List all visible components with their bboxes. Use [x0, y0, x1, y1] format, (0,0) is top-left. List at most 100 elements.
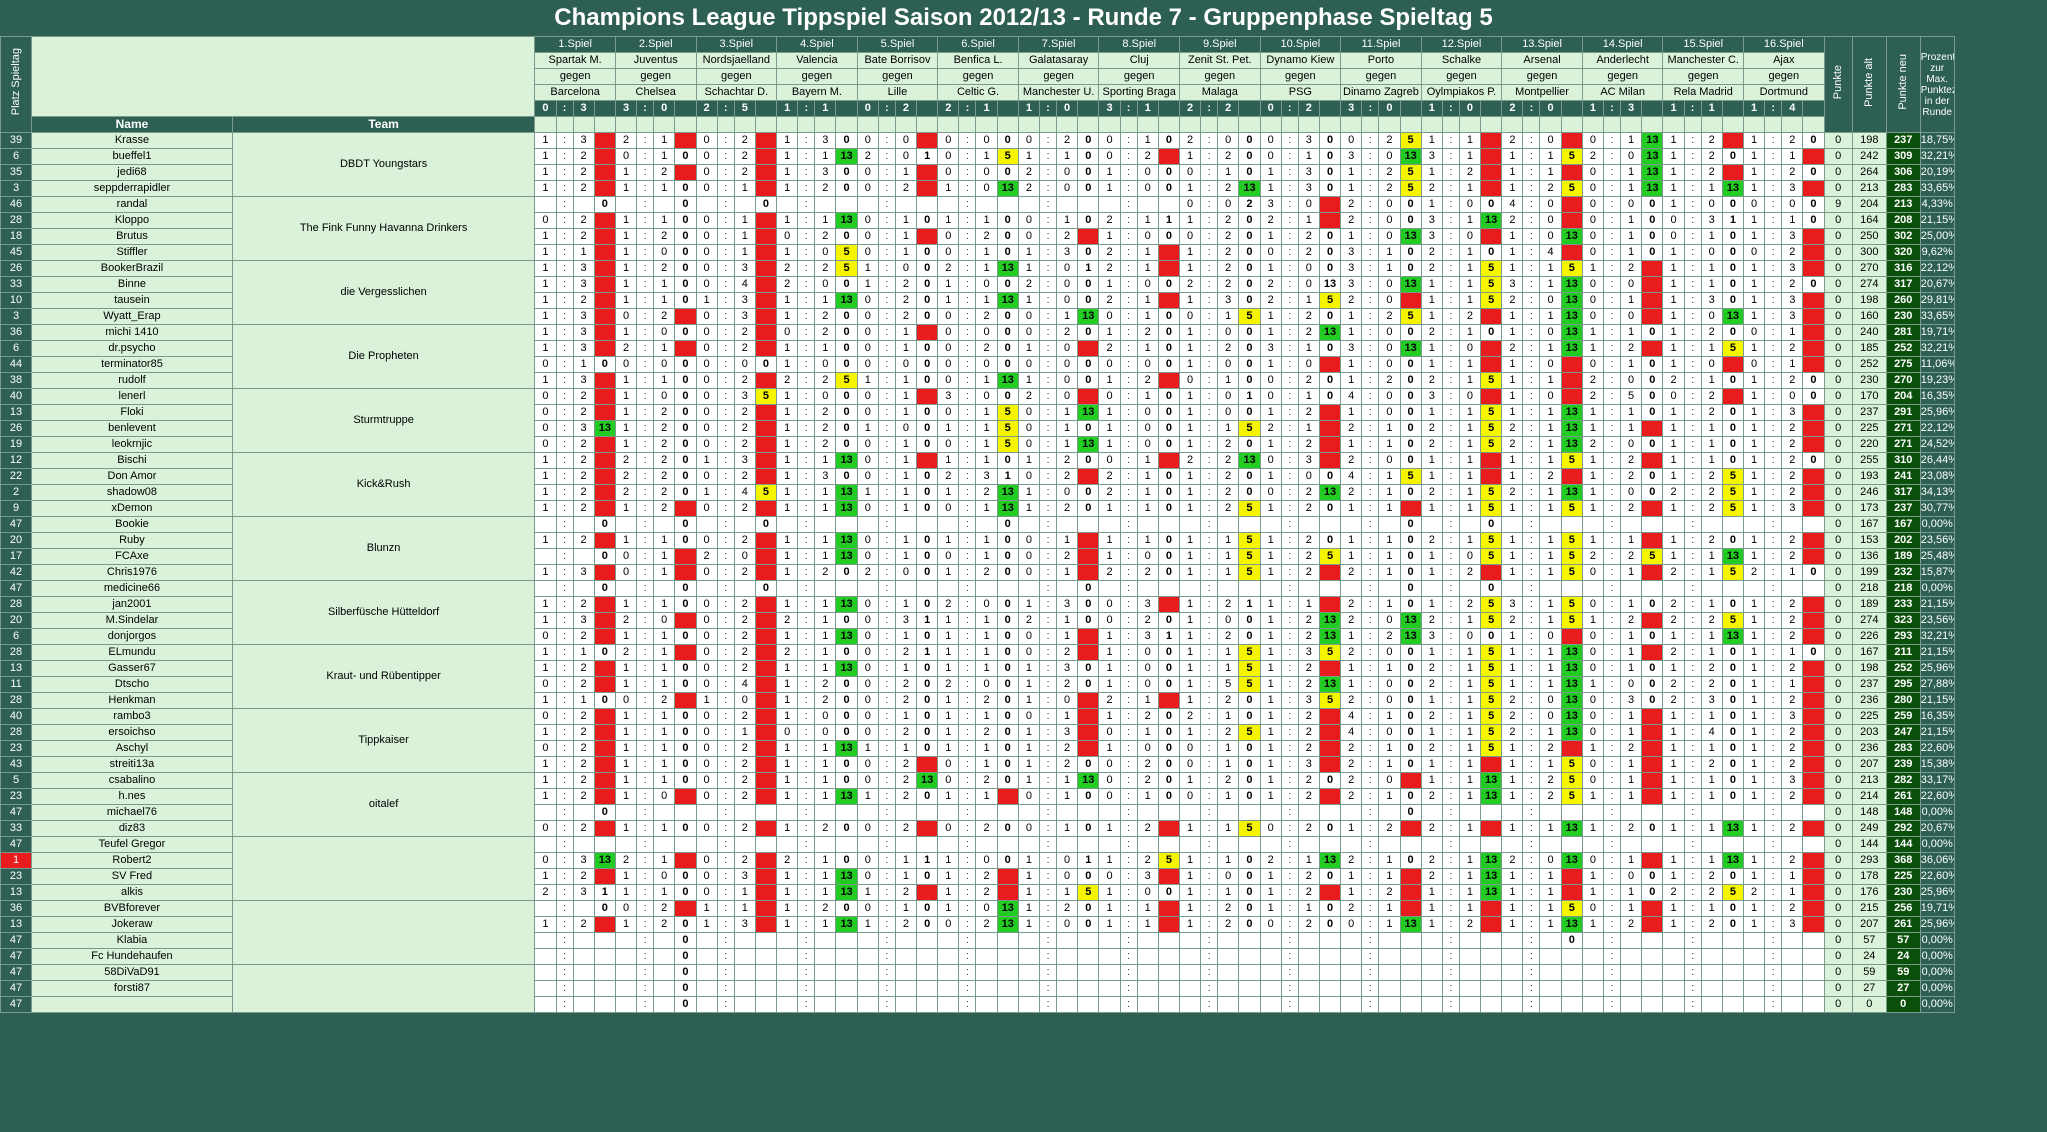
- tip-away: 1: [653, 724, 676, 741]
- tip-points: [1238, 804, 1261, 821]
- tip-away: 2: [975, 820, 998, 837]
- tip-points: [1157, 964, 1180, 981]
- tip-away: 0: [894, 564, 918, 581]
- tip-sep: :: [716, 132, 735, 149]
- tip-points: [1399, 996, 1422, 1013]
- tip-points: 0: [1641, 596, 1664, 613]
- tip-sep: :: [1441, 676, 1460, 693]
- tip-home: 0: [1581, 724, 1605, 741]
- tip-home: [1743, 980, 1766, 997]
- tip-points: 13: [835, 596, 858, 613]
- tip-sep: :: [1119, 420, 1138, 437]
- result-home: 1: [1017, 100, 1041, 117]
- tip-sep: :: [1522, 612, 1541, 629]
- tip-sep: :: [877, 532, 896, 549]
- tip-away: 1: [653, 564, 676, 581]
- tip-points: 0: [1399, 804, 1422, 821]
- tip-sep: :: [1603, 868, 1622, 885]
- tip-points: 0: [1318, 868, 1342, 885]
- tip-home: [614, 964, 638, 981]
- player-name: Brutus: [31, 228, 233, 245]
- tip-away: 2: [1700, 132, 1723, 149]
- tip-points: 0: [1641, 356, 1664, 373]
- tip-away: 1: [1539, 756, 1562, 773]
- tip-sep: :: [877, 164, 896, 181]
- tip-away: 1: [1781, 212, 1804, 229]
- punkte-neu-cell: 275: [1885, 356, 1921, 373]
- tip-sep: :: [1280, 964, 1299, 981]
- tip-points: 13: [1399, 612, 1422, 629]
- tip-away: 0: [1458, 628, 1482, 645]
- tip-home: 2: [1420, 612, 1443, 629]
- tip-away: 0: [1539, 692, 1562, 709]
- tip-sep: :: [1764, 852, 1783, 869]
- tip-sep: :: [1441, 436, 1460, 453]
- tip-home: 1: [937, 628, 960, 645]
- tip-home: 0: [1581, 692, 1605, 709]
- tip-home: [1340, 516, 1363, 533]
- tip-away: 1: [814, 292, 837, 309]
- tip-home: 1: [1743, 180, 1766, 197]
- tip-home: 1: [1420, 692, 1443, 709]
- prozent-cell: 26,44%: [1919, 452, 1955, 469]
- tip-sep: :: [1039, 308, 1057, 325]
- tip-points: 3: [1399, 772, 1422, 789]
- tip-away: 2: [1781, 532, 1804, 549]
- result-home: 3: [1340, 100, 1363, 117]
- tip-home: 0: [1098, 308, 1121, 325]
- player-row: 45 Stiffler 1:1 3 1:0 0 0:1 3 1:0 5 0:1 0 0:1 0 1:3 0 2:…: [0, 244, 2047, 261]
- tip-home: 1: [1178, 292, 1202, 309]
- tip-points: 0: [835, 308, 858, 325]
- tip-points: 3: [1641, 916, 1664, 933]
- prozent-cell: 15,38%: [1919, 756, 1955, 773]
- tip-sep: :: [1039, 756, 1057, 773]
- player-name: Henkman: [31, 692, 233, 709]
- punkte-neu-cell: 316: [1885, 260, 1921, 277]
- result-away: 1: [1136, 100, 1159, 117]
- tip-away: 1: [1055, 772, 1079, 789]
- tip-points: 0: [674, 948, 697, 965]
- game-home: Juventus: [614, 52, 697, 69]
- tip-sep: :: [1200, 676, 1219, 693]
- tip-points: 0: [1721, 292, 1745, 309]
- tip-away: 2: [814, 900, 837, 917]
- punkte-alt-cell: 176: [1851, 884, 1887, 901]
- tip-sep: :: [797, 500, 816, 517]
- tip-points: 3: [1641, 852, 1664, 869]
- tip-away: 1: [814, 628, 837, 645]
- tip-away: 1: [653, 884, 676, 901]
- tip-sep: :: [877, 884, 896, 901]
- tip-home: 1: [1017, 340, 1041, 357]
- tip-home: 2: [1340, 612, 1363, 629]
- tip-sep: :: [1119, 500, 1138, 517]
- prozent-cell: 22,12%: [1919, 420, 1955, 437]
- tip-sep: :: [797, 484, 816, 501]
- tip-home: [534, 804, 557, 821]
- tip-sep: :: [1039, 884, 1057, 901]
- platz-cell: 18: [0, 228, 33, 245]
- tip-sep: :: [1361, 964, 1380, 981]
- prozent-cell: 0,00%: [1919, 948, 1955, 965]
- tip-sep: :: [797, 676, 816, 693]
- tip-away: 2: [1620, 548, 1643, 565]
- tip-home: 1: [1743, 340, 1766, 357]
- tip-sep: :: [797, 948, 816, 965]
- tip-sep: :: [555, 308, 574, 325]
- tip-sep: :: [716, 212, 735, 229]
- tip-home: [1420, 932, 1443, 949]
- tip-points: 0: [1318, 500, 1342, 517]
- tip-away: 2: [1217, 628, 1240, 645]
- tip-sep: :: [1522, 836, 1541, 853]
- result-home: 2: [1178, 100, 1202, 117]
- tip-points: 3: [1399, 820, 1422, 837]
- tip-home: 0: [695, 628, 718, 645]
- tip-home: 0: [614, 564, 638, 581]
- tip-sep: :: [1119, 324, 1138, 341]
- tip-home: 1: [776, 868, 799, 885]
- game-label: 6.Spiel: [937, 36, 1019, 53]
- tip-sep: :: [1361, 516, 1380, 533]
- tip-home: 1: [614, 436, 638, 453]
- tip-home: 1: [534, 308, 557, 325]
- tip-away: 2: [894, 724, 918, 741]
- tip-points: 3: [1318, 884, 1342, 901]
